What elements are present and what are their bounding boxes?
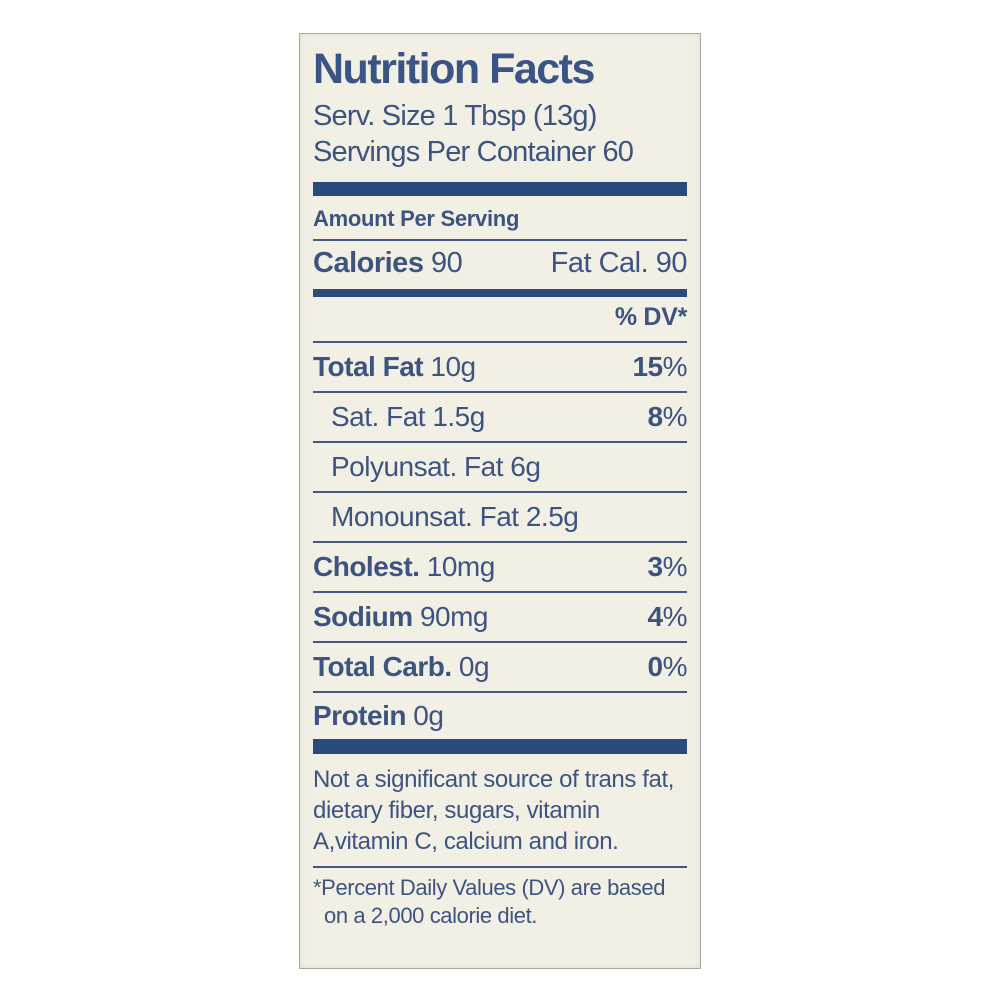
calories-row: Calories 90 Fat Cal. 90 [313,241,688,285]
nutrient-row: Cholest. 10mg 3% [313,543,688,593]
nutrient-name: Cholest. 10mg [313,551,495,582]
calories-value: Calories 90 [313,246,463,280]
not-significant-text: Not a significant source of trans fat, d… [313,766,674,855]
calories-number: 90 [431,247,463,279]
label-title: Nutrition Facts [313,45,595,93]
fat-calories-value: Fat Cal. 90 [550,247,688,279]
divider-thick-bottom [313,739,687,754]
nutrient-dv: 15% [632,351,687,382]
footnote-body: Percent Daily Values (DV) are based on a… [321,875,666,928]
nutrient-rows: Total Fat 10g 15% Sat. Fat 1.5g 8% Polyunsat… [313,343,688,739]
nutrient-dv: 0% [647,651,688,682]
divider-thick-top [313,182,687,196]
nutrient-dv: 3% [647,551,688,582]
percent-dv-heading: % DV* [614,303,687,331]
footnote-text: *Percent Daily Values (DV) are based on … [313,874,687,930]
nutrient-row: Total Fat 10g 15% [313,343,688,393]
nutrient-name: Total Carb. 0g [313,651,490,682]
amount-per-serving-heading: Amount Per Serving [313,206,520,231]
nutrient-name: Sat. Fat 1.5g [331,401,485,432]
calories-label: Calories [313,247,424,279]
nutrition-facts-label: Nutrition Facts Serv. Size 1 Tbsp (13g) … [299,33,701,969]
divider-thin [313,341,687,343]
nutrient-row: Sat. Fat 1.5g 8% [313,393,688,443]
nutrient-name: Protein 0g [313,700,444,731]
nutrient-dv: 8% [647,401,688,432]
footnote-star: * [313,875,322,900]
nutrient-dv: 4% [647,601,688,632]
nutrient-row: Monounsat. Fat 2.5g [313,493,687,543]
nutrient-row: Total Carb. 0g 0% [313,643,688,693]
divider-medium [313,289,687,297]
nutrient-row: Sodium 90mg 4% [313,593,688,643]
nutrient-name: Total Fat 10g [313,351,476,382]
divider-thin [313,239,687,241]
nutrient-name: Monounsat. Fat 2.5g [331,501,579,532]
serving-size-line: Serv. Size 1 Tbsp (13g) [313,100,597,132]
divider-thin [313,866,687,868]
nutrient-row: Polyunsat. Fat 6g [313,443,687,493]
servings-per-container-line: Servings Per Container 60 [313,136,634,168]
nutrient-name: Sodium 90mg [313,601,489,632]
nutrient-name: Polyunsat. Fat 6g [331,451,541,482]
nutrient-row: Protein 0g [313,693,687,739]
